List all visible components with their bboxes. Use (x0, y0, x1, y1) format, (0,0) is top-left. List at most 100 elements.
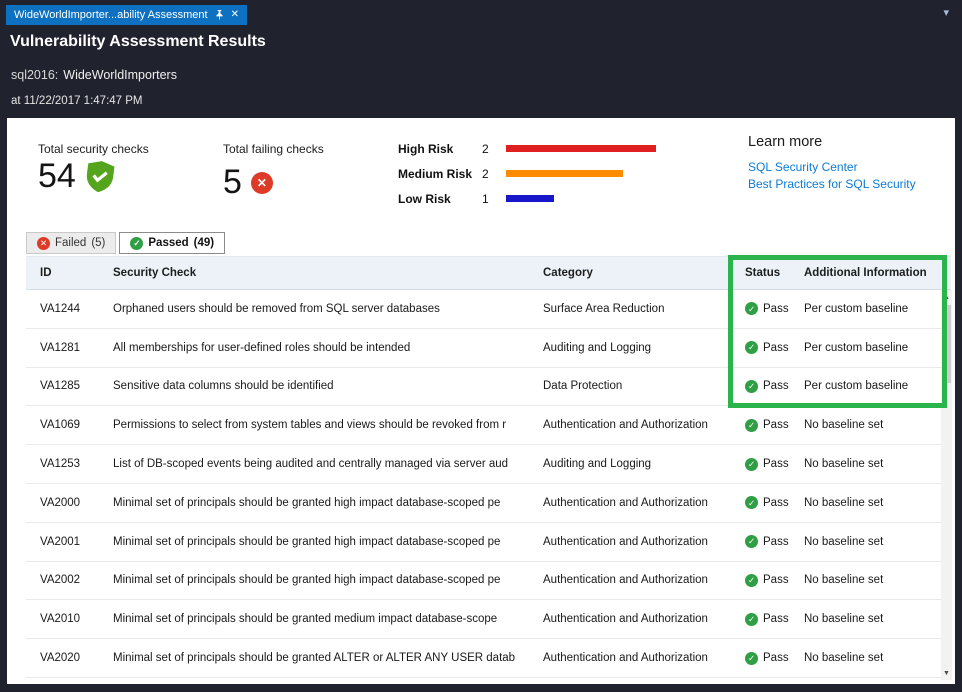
row-security-check: Sensitive data columns should be identif… (113, 380, 334, 393)
pass-icon: ✓ (745, 651, 758, 665)
risk-value: 1 (482, 191, 489, 206)
row-category: Auditing and Logging (543, 341, 652, 354)
table-body: VA1244 Orphaned users should be removed … (26, 290, 951, 678)
row-additional-information: Per custom baseline (804, 302, 909, 315)
row-status: ✓ Pass (739, 302, 804, 316)
row-status-text: Pass (763, 458, 789, 471)
learn-more-section: Learn more SQL Security Center Best Prac… (748, 134, 916, 193)
row-category: Authentication and Authorization (543, 574, 708, 587)
row-security-check: Minimal set of principals should be gran… (113, 613, 498, 626)
link-sql-security-center[interactable]: SQL Security Center (748, 160, 858, 174)
row-additional-information: No baseline set (804, 496, 884, 509)
row-status: ✓ Pass (739, 341, 804, 355)
window-chevron-down-icon[interactable]: ▾ (943, 7, 949, 19)
row-status: ✓ Pass (739, 418, 804, 432)
failing-checks-value: 5 (223, 163, 242, 201)
tab-failed-label: Failed (55, 237, 87, 249)
failing-checks-group: 5 ✕ (223, 163, 273, 201)
column-header-security-check[interactable]: Security Check (113, 267, 197, 279)
total-checks-group: 54 (38, 157, 115, 195)
row-status-text: Pass (763, 380, 789, 393)
row-status-text: Pass (763, 613, 789, 626)
pass-icon: ✓ (130, 236, 144, 250)
tab-passed[interactable]: ✓ Passed (49) (119, 232, 226, 254)
column-header-id[interactable]: ID (40, 267, 52, 279)
row-status: ✓ Pass (739, 612, 804, 626)
row-category: Auditing and Logging (543, 458, 652, 471)
row-security-check: Permissions to select from system tables… (113, 419, 507, 432)
row-additional-information: No baseline set (804, 613, 884, 626)
risk-value: 2 (482, 141, 489, 156)
failing-checks-label: Total failing checks (223, 142, 324, 156)
pass-icon: ✓ (745, 535, 758, 549)
row-additional-information: No baseline set (804, 419, 884, 432)
table-row[interactable]: VA2000 Minimal set of principals should … (26, 483, 951, 523)
shield-check-icon (86, 161, 115, 193)
row-additional-information: Per custom baseline (804, 341, 909, 354)
table-scrollbar[interactable]: ▲ ▼ (941, 290, 952, 680)
link-best-practices[interactable]: Best Practices for SQL Security (748, 177, 916, 191)
risk-row-low: Low Risk 1 (398, 186, 656, 211)
learn-more-title: Learn more (748, 134, 823, 150)
row-status: ✓ Pass (739, 379, 804, 393)
table-row[interactable]: VA2020 Minimal set of principals should … (26, 639, 951, 678)
row-status-text: Pass (763, 574, 789, 587)
table-row[interactable]: VA1281 All memberships for user-defined … (26, 328, 951, 368)
pass-icon: ✓ (745, 302, 758, 316)
pass-icon: ✓ (745, 573, 758, 587)
document-tab-title: WideWorldImporter...ability Assessment (14, 9, 208, 21)
row-security-check: Orphaned users should be removed from SQ… (113, 302, 440, 315)
document-tab[interactable]: WideWorldImporter...ability Assessment ✕ (6, 5, 247, 25)
row-id: VA2020 (40, 652, 81, 665)
row-status: ✓ Pass (739, 651, 804, 665)
row-status-text: Pass (763, 419, 789, 432)
column-header-category[interactable]: Category (543, 267, 593, 279)
table-row[interactable]: VA2002 Minimal set of principals should … (26, 561, 951, 601)
content-panel: Total security checks 54 Total failing c… (7, 118, 955, 684)
row-security-check: List of DB-scoped events being audited a… (113, 458, 509, 471)
row-security-check: All memberships for user-defined roles s… (113, 341, 411, 354)
row-status-text: Pass (763, 652, 789, 665)
row-status: ✓ Pass (739, 457, 804, 471)
risk-row-medium: Medium Risk 2 (398, 161, 656, 186)
row-status-text: Pass (763, 535, 789, 548)
scrollbar-thumb[interactable] (942, 305, 951, 383)
pass-icon: ✓ (745, 496, 758, 510)
table-row[interactable]: VA1069 Permissions to select from system… (26, 406, 951, 446)
pin-icon[interactable] (215, 10, 224, 20)
pass-icon: ✓ (745, 612, 758, 626)
pass-icon: ✓ (745, 341, 758, 355)
row-category: Authentication and Authorization (543, 652, 708, 665)
table-row[interactable]: VA1285 Sensitive data columns should be … (26, 367, 951, 407)
tab-failed[interactable]: ✕ Failed (5) (26, 232, 117, 254)
row-security-check: Minimal set of principals should be gran… (113, 496, 501, 509)
row-status-text: Pass (763, 302, 789, 315)
row-id: VA1069 (40, 419, 81, 432)
table-row[interactable]: VA1244 Orphaned users should be removed … (26, 290, 951, 329)
close-icon[interactable]: ✕ (230, 9, 239, 20)
row-status: ✓ Pass (739, 496, 804, 510)
row-status-text: Pass (763, 341, 789, 354)
row-additional-information: No baseline set (804, 574, 884, 587)
scrollbar-down-icon[interactable]: ▼ (943, 669, 950, 677)
results-table: ID Security Check Category Status Additi… (26, 256, 951, 678)
row-additional-information: No baseline set (804, 458, 884, 471)
tab-failed-count: (5) (91, 237, 106, 249)
risk-label: Low Risk (398, 191, 451, 206)
table-row[interactable]: VA1253 List of DB-scoped events being au… (26, 445, 951, 484)
table-row[interactable]: VA2001 Minimal set of principals should … (26, 522, 951, 562)
table-row[interactable]: VA2010 Minimal set of principals should … (26, 600, 951, 640)
column-header-additional-information[interactable]: Additional Information (804, 267, 927, 279)
row-category: Authentication and Authorization (543, 613, 708, 626)
row-id: VA2002 (40, 574, 81, 587)
risk-bar-low (506, 195, 554, 202)
row-security-check: Minimal set of principals should be gran… (113, 535, 501, 548)
column-header-status[interactable]: Status (745, 267, 781, 279)
scrollbar-up-icon[interactable]: ▲ (943, 293, 950, 301)
pass-icon: ✓ (745, 379, 758, 393)
scan-timestamp: at 11/22/2017 1:47:47 PM (11, 95, 143, 107)
server-database-line: sql2016: WideWorldImporters (11, 68, 177, 82)
fail-icon: ✕ (37, 236, 50, 250)
tab-passed-count: (49) (193, 237, 215, 249)
